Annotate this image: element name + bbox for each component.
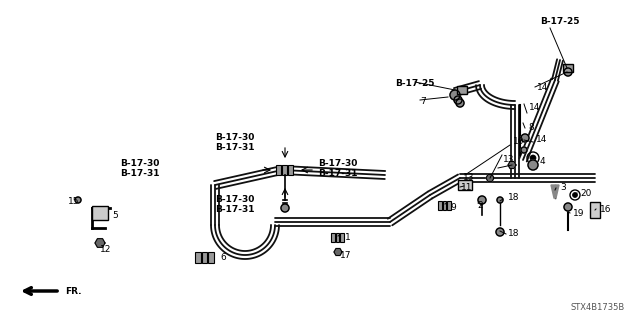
Circle shape [573, 192, 577, 197]
Circle shape [454, 96, 462, 104]
Circle shape [528, 160, 538, 170]
Text: 2: 2 [477, 201, 483, 210]
Text: B-17-25: B-17-25 [395, 78, 435, 87]
Circle shape [564, 203, 572, 211]
Text: 6: 6 [220, 254, 226, 263]
Text: B-17-31: B-17-31 [318, 168, 358, 177]
Circle shape [496, 228, 504, 236]
Circle shape [75, 197, 81, 203]
Text: 9: 9 [450, 203, 456, 211]
FancyBboxPatch shape [458, 180, 472, 190]
Text: 16: 16 [600, 204, 611, 213]
Polygon shape [334, 249, 342, 256]
Circle shape [281, 204, 289, 212]
Text: 15: 15 [68, 197, 79, 206]
FancyBboxPatch shape [438, 201, 442, 210]
Polygon shape [551, 185, 559, 198]
Text: STX4B1735B: STX4B1735B [571, 303, 625, 312]
Text: 19: 19 [573, 210, 584, 219]
Text: B-17-31: B-17-31 [215, 205, 255, 214]
Text: 18: 18 [508, 192, 520, 202]
FancyBboxPatch shape [92, 206, 108, 220]
Circle shape [564, 68, 572, 76]
Text: 1: 1 [345, 234, 351, 242]
Circle shape [530, 155, 536, 161]
Text: 13: 13 [503, 155, 515, 165]
Text: B-17-25: B-17-25 [540, 18, 579, 26]
FancyBboxPatch shape [276, 165, 281, 175]
FancyBboxPatch shape [340, 233, 344, 241]
Polygon shape [508, 161, 516, 168]
FancyBboxPatch shape [457, 86, 467, 94]
Text: B-17-31: B-17-31 [215, 144, 255, 152]
Text: 10: 10 [513, 137, 525, 146]
Text: B-17-31: B-17-31 [120, 168, 159, 177]
Text: 17: 17 [340, 250, 351, 259]
Text: B-17-30: B-17-30 [215, 196, 254, 204]
Circle shape [478, 196, 486, 204]
FancyBboxPatch shape [563, 64, 573, 72]
Text: 5: 5 [112, 211, 118, 219]
FancyBboxPatch shape [209, 251, 214, 263]
Circle shape [450, 90, 460, 100]
Text: 4: 4 [540, 158, 546, 167]
Text: 12: 12 [100, 246, 111, 255]
Circle shape [521, 134, 529, 142]
Circle shape [521, 147, 527, 153]
Text: 8: 8 [528, 123, 534, 132]
Text: B-17-30: B-17-30 [215, 133, 254, 143]
FancyBboxPatch shape [288, 165, 293, 175]
Text: 13: 13 [463, 174, 474, 182]
FancyBboxPatch shape [590, 202, 600, 218]
Text: B-17-30: B-17-30 [318, 159, 357, 167]
Text: 7: 7 [420, 98, 426, 107]
Circle shape [456, 99, 464, 107]
FancyBboxPatch shape [202, 251, 207, 263]
Text: 20: 20 [580, 189, 591, 197]
Text: 3: 3 [560, 183, 566, 192]
Text: 14: 14 [537, 83, 548, 92]
Circle shape [497, 197, 503, 203]
FancyBboxPatch shape [282, 165, 287, 175]
FancyBboxPatch shape [331, 233, 335, 241]
Text: 18: 18 [508, 229, 520, 239]
FancyBboxPatch shape [447, 201, 451, 210]
FancyBboxPatch shape [195, 251, 201, 263]
Text: 14: 14 [529, 103, 540, 113]
Polygon shape [486, 174, 494, 182]
Text: 14: 14 [536, 136, 547, 145]
Text: FR.: FR. [65, 286, 81, 295]
Text: B-17-30: B-17-30 [120, 159, 159, 167]
FancyBboxPatch shape [335, 233, 339, 241]
Polygon shape [95, 239, 105, 247]
Text: 11: 11 [461, 183, 472, 192]
FancyBboxPatch shape [443, 201, 446, 210]
